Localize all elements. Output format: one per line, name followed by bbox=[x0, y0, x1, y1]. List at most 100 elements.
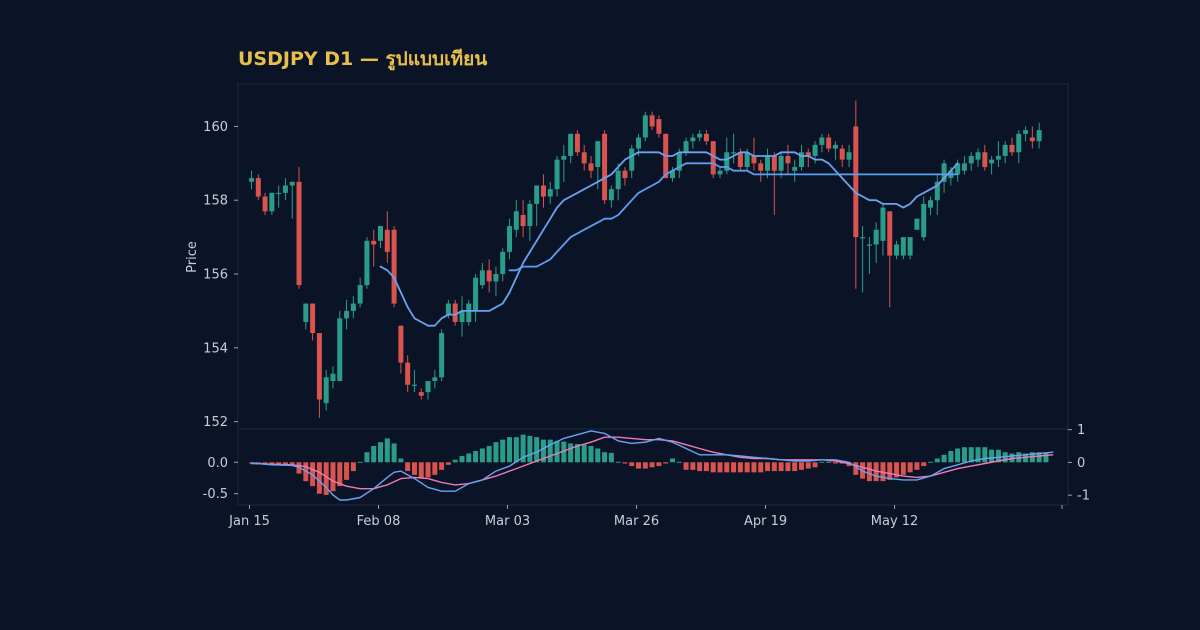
macd-hist-bar bbox=[432, 462, 438, 475]
macd-hist-bar bbox=[826, 461, 832, 463]
x-tick-label: Mar 03 bbox=[485, 514, 530, 529]
candle-body bbox=[724, 152, 730, 171]
candle-body bbox=[798, 152, 804, 168]
candle-body bbox=[452, 303, 458, 322]
candle-body bbox=[669, 170, 675, 179]
candle-body bbox=[846, 152, 852, 160]
candle-body bbox=[866, 244, 872, 246]
macd-hist-bar bbox=[989, 449, 995, 463]
candle-body bbox=[636, 137, 642, 149]
candle-body bbox=[432, 377, 438, 382]
candle-body bbox=[1029, 137, 1035, 142]
candle-body bbox=[520, 214, 526, 227]
macd-hist-bar bbox=[805, 462, 811, 469]
macd-hist-bar bbox=[405, 462, 411, 472]
price-tick-label: 160 bbox=[203, 120, 228, 135]
macd-hist-bar bbox=[574, 444, 580, 463]
macd-hist-bar bbox=[622, 462, 628, 464]
macd-hist-bar bbox=[765, 462, 771, 472]
macd-hist-bar bbox=[921, 462, 927, 467]
candle-body bbox=[921, 203, 927, 238]
moving-average-slow bbox=[508, 162, 959, 272]
candle-body bbox=[615, 170, 621, 190]
macd-hist-bar bbox=[425, 462, 431, 478]
candle-body bbox=[459, 310, 465, 322]
candle-body bbox=[554, 159, 560, 190]
candle-body bbox=[602, 133, 608, 201]
candle-body bbox=[941, 163, 947, 182]
macd-hist-bar bbox=[534, 437, 540, 463]
macd-hist-bar bbox=[445, 462, 451, 465]
candle-body bbox=[717, 170, 723, 175]
candle-body bbox=[819, 137, 825, 145]
macd-hist-bar bbox=[486, 445, 492, 463]
macd-hist-bar bbox=[663, 462, 669, 464]
candle-body bbox=[547, 189, 553, 197]
candle-body bbox=[534, 185, 540, 204]
macd-hist-bar bbox=[669, 458, 675, 463]
macd-hist-bar bbox=[1036, 452, 1042, 463]
macd-hist-bar bbox=[439, 462, 445, 470]
macd-hist-bar bbox=[330, 462, 336, 492]
price-tick-label: 154 bbox=[203, 341, 228, 356]
macd-hist-bar bbox=[995, 449, 1001, 463]
chart-title: USDJPY D1 — รูปแบบเทียน bbox=[238, 48, 488, 70]
candle-body bbox=[445, 303, 451, 315]
candle-body bbox=[411, 384, 417, 386]
macd-hist-bar bbox=[948, 450, 954, 463]
macd-hist-bar bbox=[751, 462, 757, 473]
candle-body bbox=[540, 185, 546, 197]
candle-body bbox=[642, 115, 648, 138]
candle-body bbox=[310, 303, 316, 334]
macd-hist-bar bbox=[758, 462, 764, 473]
candle-body bbox=[771, 155, 777, 171]
candle-body bbox=[894, 244, 900, 256]
candle-body bbox=[955, 163, 961, 175]
candle-body bbox=[595, 141, 601, 168]
candle-body bbox=[581, 152, 587, 164]
candle-body bbox=[466, 303, 472, 322]
macd-hist-bar bbox=[649, 462, 655, 468]
macd-hist-bar bbox=[690, 462, 696, 470]
macd-left-tick-label: -0.5 bbox=[203, 487, 228, 502]
candle-body bbox=[995, 155, 1001, 160]
macd-hist-bar bbox=[350, 462, 356, 472]
candle-body bbox=[928, 200, 933, 208]
candle-body bbox=[683, 141, 689, 153]
candle-body bbox=[405, 362, 411, 385]
macd-hist-bar bbox=[364, 452, 370, 463]
candle-body bbox=[269, 192, 275, 212]
candle-body bbox=[934, 181, 940, 201]
macd-hist-bar bbox=[316, 462, 322, 494]
macd-hist-bar bbox=[737, 462, 743, 473]
candle-body bbox=[697, 133, 703, 138]
candle-body bbox=[513, 211, 519, 230]
candle-body bbox=[622, 170, 628, 179]
macd-panel-frame bbox=[237, 428, 1069, 506]
candle-body bbox=[1009, 144, 1015, 153]
candle-body bbox=[493, 274, 499, 282]
macd-right-tick-label: -1 bbox=[1077, 489, 1090, 504]
candle-body bbox=[860, 237, 866, 239]
macd-hist-bar bbox=[934, 458, 940, 463]
candle-body bbox=[425, 381, 431, 393]
candle-body bbox=[758, 163, 764, 171]
macd-hist-bar bbox=[697, 462, 703, 472]
macd-hist-bar bbox=[608, 452, 614, 463]
candle-body bbox=[887, 211, 893, 256]
candle-body bbox=[629, 148, 635, 171]
macd-hist-bar bbox=[276, 462, 282, 465]
candle-body bbox=[873, 229, 879, 245]
candle-body bbox=[785, 155, 791, 164]
candle-body bbox=[357, 285, 363, 304]
candle-body bbox=[282, 185, 288, 193]
macd-hist-bar bbox=[1043, 453, 1049, 463]
macd-hist-bar bbox=[568, 443, 574, 463]
candle-body bbox=[262, 196, 268, 212]
macd-hist-bar bbox=[724, 462, 730, 473]
x-tick-label: Feb 08 bbox=[357, 514, 401, 529]
candle-body bbox=[805, 152, 811, 156]
macd-hist-bar bbox=[894, 462, 900, 478]
macd-hist-bar bbox=[384, 438, 390, 463]
